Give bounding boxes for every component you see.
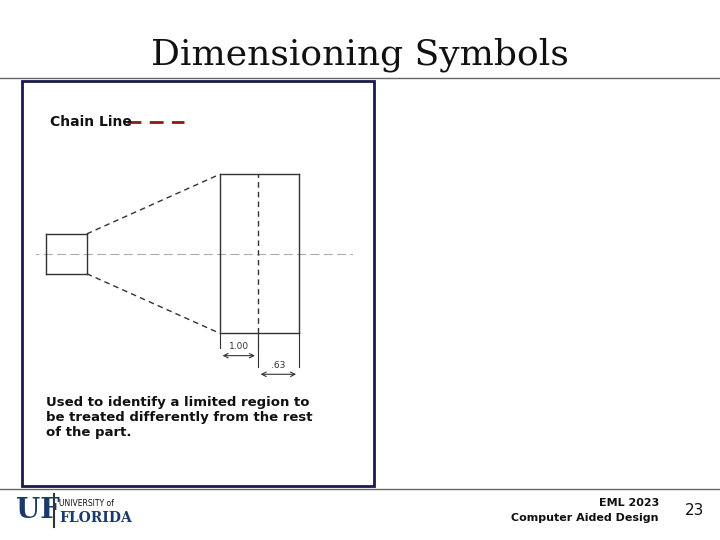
Text: Used to identify a limited region to
be treated differently from the rest
of the: Used to identify a limited region to be …	[46, 396, 312, 438]
Text: Dimensioning Symbols: Dimensioning Symbols	[151, 38, 569, 72]
Text: 1.00: 1.00	[229, 342, 249, 351]
Text: Chain Line: Chain Line	[50, 114, 132, 129]
Text: EML 2023: EML 2023	[598, 498, 659, 508]
Text: Computer Aided Design: Computer Aided Design	[511, 514, 659, 523]
Text: FLORIDA: FLORIDA	[59, 511, 132, 525]
Text: UNIVERSITY of: UNIVERSITY of	[59, 499, 114, 508]
Text: 23: 23	[685, 503, 704, 518]
Text: .63: .63	[271, 361, 286, 370]
Text: UF: UF	[16, 497, 60, 524]
